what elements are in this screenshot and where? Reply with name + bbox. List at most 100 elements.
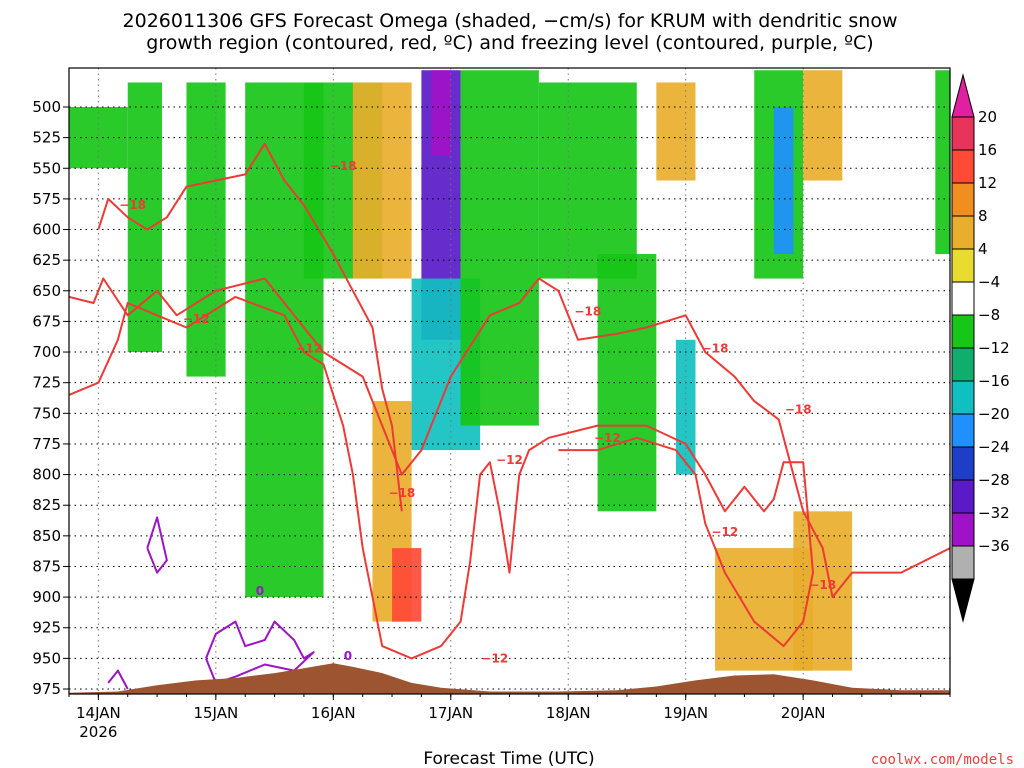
contour-label: −18 bbox=[119, 198, 146, 212]
colorbar-segment bbox=[951, 149, 975, 184]
contour-label: −18 bbox=[330, 159, 357, 173]
contour-line-red bbox=[69, 277, 950, 599]
y-tick-label: 750 bbox=[32, 404, 61, 422]
contour-label: 0 bbox=[256, 584, 264, 598]
terrain bbox=[69, 663, 950, 694]
omega-shaded-region bbox=[935, 70, 950, 255]
omega-shaded-region bbox=[460, 70, 539, 426]
contour-line-purple bbox=[107, 669, 129, 690]
contour-label: −12 bbox=[183, 312, 210, 326]
colorbar-label: 8 bbox=[978, 207, 988, 225]
y-tick-label: 575 bbox=[32, 190, 61, 208]
x-tick-label: 15JAN bbox=[193, 704, 238, 722]
y-tick-label: 850 bbox=[32, 527, 61, 545]
colorbar-label: 16 bbox=[978, 141, 997, 159]
colorbar-label: 20 bbox=[978, 108, 997, 126]
x-axis-title: Forecast Time (UTC) bbox=[423, 749, 594, 768]
contour-label: −18 bbox=[574, 305, 601, 319]
omega-shaded-region bbox=[127, 82, 162, 353]
x-tick-label: 17JAN bbox=[428, 704, 473, 722]
x-tick-label: 20JAN bbox=[781, 704, 826, 722]
colorbar-bottom-arrow bbox=[951, 578, 975, 623]
omega-shaded-region bbox=[656, 82, 696, 181]
omega-shaded-region bbox=[803, 70, 843, 181]
y-tick-label: 525 bbox=[32, 129, 61, 147]
y-tick-label: 800 bbox=[32, 466, 61, 484]
y-tick-label: 650 bbox=[32, 282, 61, 300]
colorbar-label: −32 bbox=[978, 504, 1010, 522]
colorbar-segment bbox=[951, 413, 975, 448]
contour-label: 0 bbox=[344, 649, 352, 663]
contour-label: −18 bbox=[388, 486, 415, 500]
omega-shading bbox=[69, 70, 950, 671]
colorbar-segment bbox=[951, 281, 975, 316]
chart-title: 2026011306 GFS Forecast Omega (shaded, −… bbox=[123, 10, 898, 54]
contour-label: −18 bbox=[785, 403, 812, 417]
colorbar-segment bbox=[951, 347, 975, 382]
y-tick-label: 925 bbox=[32, 619, 61, 637]
colorbar-label: −24 bbox=[978, 438, 1010, 456]
contour-label: −12 bbox=[496, 453, 523, 467]
colorbar-segment bbox=[951, 116, 975, 151]
contour-line-purple bbox=[146, 516, 168, 574]
colorbar-segment bbox=[951, 182, 975, 217]
colorbar-segment bbox=[951, 545, 975, 580]
colorbar-label: −20 bbox=[978, 405, 1010, 423]
chart-title-line: growth region (contoured, red, ºC) and f… bbox=[146, 32, 873, 54]
colorbar-segment bbox=[951, 248, 975, 283]
omega-shaded-region bbox=[69, 107, 128, 169]
omega-shaded-region bbox=[431, 70, 451, 157]
y-tick-label: 825 bbox=[32, 496, 61, 514]
contour-label: −12 bbox=[295, 341, 322, 355]
y-tick-label: 600 bbox=[32, 221, 61, 239]
contour-label: −12 bbox=[481, 651, 508, 665]
y-tick-label: 675 bbox=[32, 312, 61, 330]
colorbar-label: 4 bbox=[978, 240, 988, 258]
x-tick-label: 14JAN bbox=[76, 704, 121, 722]
colorbar-label: −16 bbox=[978, 372, 1010, 390]
y-tick-label: 950 bbox=[32, 649, 61, 667]
y-tick-label: 550 bbox=[32, 159, 61, 177]
omega-shaded-region bbox=[773, 107, 794, 255]
contour-label: −12 bbox=[594, 431, 621, 445]
y-tick-label: 900 bbox=[32, 588, 61, 606]
omega-shaded-region bbox=[392, 548, 422, 622]
colorbar-segment bbox=[951, 512, 975, 547]
terrain-fill bbox=[69, 663, 950, 694]
y-tick-label: 725 bbox=[32, 374, 61, 392]
x-tick-label: 18JAN bbox=[546, 704, 591, 722]
colorbar-label: −28 bbox=[978, 471, 1010, 489]
y-tick-label: 775 bbox=[32, 435, 61, 453]
colorbar-label: −12 bbox=[978, 339, 1010, 357]
colorbar-segment bbox=[951, 314, 975, 349]
contour-line-red bbox=[97, 142, 403, 512]
colorbar-label: −36 bbox=[978, 537, 1010, 555]
contour-label: −18 bbox=[702, 341, 729, 355]
contour-labels: −18 −18 −12 −12 −18 −18 −18 −18 −12 −12 −12 −18 −12 0… bbox=[119, 159, 836, 666]
omega-shaded-region bbox=[352, 82, 412, 279]
credit-text: coolwx.com/models bbox=[871, 752, 1014, 768]
colorbar-label: −8 bbox=[978, 306, 1000, 324]
colorbar-segment bbox=[951, 479, 975, 514]
colorbar: 20 16 12 8 4 −4 −8 −12 −16 −20 −24 −28 −32 −36 bbox=[951, 73, 1010, 623]
x-tick-label: 19JAN bbox=[663, 704, 708, 722]
colorbar-segment bbox=[951, 446, 975, 481]
colorbar-segment bbox=[951, 380, 975, 415]
y-tick-label: 700 bbox=[32, 343, 61, 361]
plot-area: −18 −18 −12 −12 −18 −18 −18 −18 −12 −12 −12 −18 −12 0… bbox=[68, 67, 951, 695]
omega-shaded-region bbox=[538, 82, 637, 279]
x-year-label: 2026 bbox=[79, 723, 117, 741]
colorbar-label: 12 bbox=[978, 174, 997, 192]
y-axis: 500 525 550 575 600 625 650 675 700 725 750 775 800 8… bbox=[32, 98, 69, 698]
colorbar-top-arrow bbox=[951, 73, 975, 118]
contour-lines bbox=[69, 142, 950, 690]
contour-line-red bbox=[69, 295, 814, 660]
contour-label: −12 bbox=[711, 525, 738, 539]
omega-shaded-region bbox=[186, 82, 226, 377]
colorbar-segment bbox=[951, 215, 975, 250]
colorbar-label: −4 bbox=[978, 273, 1000, 291]
y-tick-label: 500 bbox=[32, 98, 61, 116]
contour-line-purple bbox=[205, 620, 315, 684]
chart-title-line: 2026011306 GFS Forecast Omega (shaded, −… bbox=[123, 10, 898, 32]
